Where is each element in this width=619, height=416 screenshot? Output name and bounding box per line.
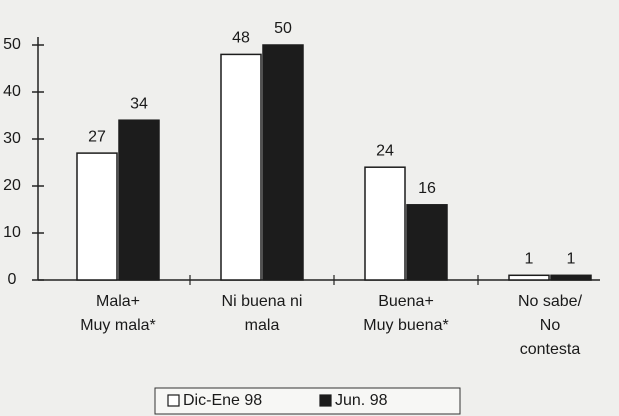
bar xyxy=(508,274,550,281)
value-label: 24 xyxy=(376,142,394,159)
value-label: 1 xyxy=(567,251,576,268)
bar xyxy=(406,204,448,281)
bar xyxy=(262,44,304,281)
bar xyxy=(76,152,118,281)
legend-label: Jun. 98 xyxy=(335,392,388,409)
value-label: 48 xyxy=(232,30,250,47)
x-tick-label-line: No xyxy=(540,317,561,334)
x-tick-label-line: contesta xyxy=(520,341,581,358)
legend-swatch xyxy=(319,394,332,407)
value-label: 1 xyxy=(525,251,534,268)
legend-label: Dic-Ene 98 xyxy=(183,392,262,409)
x-tick-label-line: Muy buena* xyxy=(363,317,448,334)
x-tick-label-line: Mala+ xyxy=(96,293,140,310)
x-tick-label-line: Muy mala* xyxy=(80,317,156,334)
legend-box xyxy=(154,387,461,415)
x-tick-label-line: Buena+ xyxy=(378,293,434,310)
value-label: 16 xyxy=(418,180,436,197)
x-tick-label-line: mala xyxy=(245,317,280,334)
value-label: 34 xyxy=(130,95,148,112)
y-tick-label: 0 xyxy=(8,271,17,288)
y-tick-label: 20 xyxy=(3,177,21,194)
x-tick-label: Mala+ Muy mala* xyxy=(80,293,156,334)
bar xyxy=(364,166,406,281)
legend-swatch xyxy=(167,394,180,407)
x-tick-label: Buena+ Muy buena* xyxy=(363,293,448,334)
x-tick-label-line: No sabe/ xyxy=(518,293,583,310)
y-tick-label: 10 xyxy=(3,224,21,241)
y-tick-label: 30 xyxy=(3,130,21,147)
x-tick-label: Ni buena ni mala xyxy=(222,293,303,334)
x-tick-label-line: Ni buena ni xyxy=(222,293,303,310)
bar xyxy=(220,53,262,281)
y-tick-label: 50 xyxy=(3,36,21,53)
x-tick-label: No sabe/No contesta xyxy=(518,293,583,358)
value-label: 27 xyxy=(88,128,106,145)
bar xyxy=(118,119,160,281)
bar xyxy=(550,274,592,281)
y-tick-label: 40 xyxy=(3,83,21,100)
value-label: 50 xyxy=(274,20,292,37)
